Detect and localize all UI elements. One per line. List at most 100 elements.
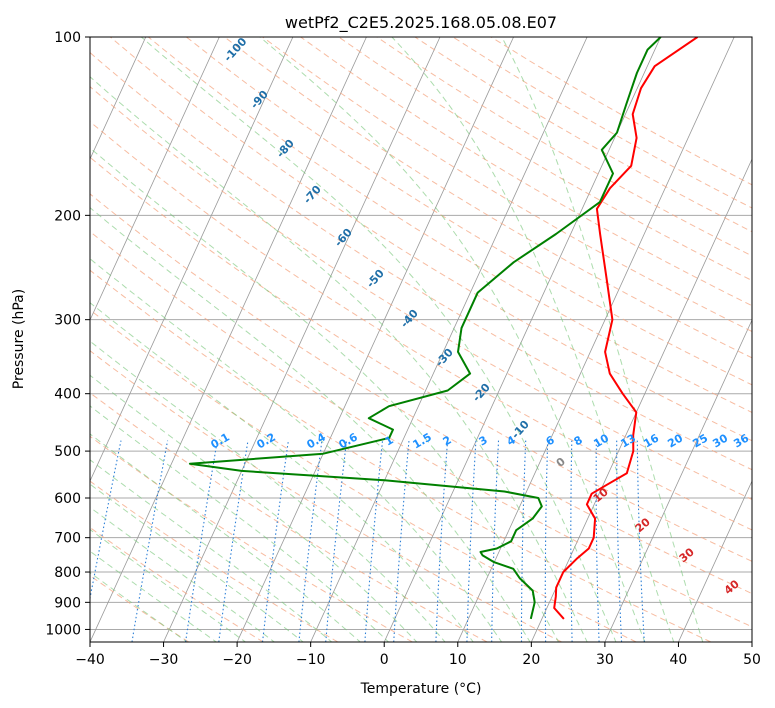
moist-adiabat-line — [90, 405, 390, 642]
mixing-ratio-line — [466, 440, 477, 642]
moist-adiabat-label: 30 — [677, 545, 697, 565]
mixing-ratio-line — [325, 440, 348, 642]
mixing-ratio-label: 3 — [477, 433, 490, 448]
moist-adiabat-label: 20 — [633, 515, 653, 535]
isotherm-line — [163, 37, 441, 642]
y-tick-label: 800 — [54, 565, 81, 581]
mixing-ratio-line — [435, 440, 449, 642]
mixing-ratio-line — [364, 440, 384, 642]
dry-adiabat-line — [90, 193, 752, 595]
dry-adiabat-line — [338, 37, 752, 282]
mixing-ratio-line — [90, 440, 122, 602]
x-tick-label: −30 — [149, 652, 179, 668]
moist-adiabat-line — [140, 37, 617, 642]
mixing-ratio-line — [218, 440, 249, 642]
x-tick-label: 50 — [743, 652, 761, 668]
moist-adiabat-line — [90, 528, 247, 642]
moist-adiabat-line — [90, 76, 588, 642]
dry-adiabat-line — [300, 37, 752, 307]
x-tick-label: 20 — [522, 652, 540, 668]
mixing-ratio-label: 36 — [731, 431, 751, 450]
isotherm-line — [383, 37, 662, 642]
isotherm-line — [90, 37, 294, 482]
moist-adiabat-line — [90, 550, 218, 642]
x-tick-label: −40 — [75, 652, 105, 668]
dry-adiabat-label: -20 — [470, 381, 493, 405]
x-tick-label: 40 — [670, 652, 688, 668]
moist-adiabat-line — [90, 506, 276, 642]
moist-adiabat-line — [90, 459, 333, 642]
chart-title: wetPf2_C2E5.2025.168.05.08.E07 — [285, 13, 557, 33]
dry-adiabat-line — [90, 480, 339, 642]
dry-adiabat-line — [109, 37, 752, 442]
x-tick-label: 30 — [596, 652, 614, 668]
mixing-ratio-line — [185, 440, 218, 642]
moist-adiabat-line — [391, 37, 675, 642]
moist-adiabat-line — [90, 433, 361, 642]
y-tick-label: 100 — [54, 30, 81, 46]
moist-adiabat-line — [90, 207, 531, 642]
dry-adiabat-line — [186, 37, 752, 386]
dry-adiabat-line — [90, 269, 712, 642]
moist-adiabat-line — [90, 340, 446, 642]
isotherm-line — [751, 641, 752, 642]
isotherm-line — [236, 37, 514, 642]
moist-adiabat-line — [90, 374, 418, 642]
mixing-ratio-line — [520, 440, 527, 642]
mixing-ratio-line — [595, 440, 600, 642]
y-tick-label: 400 — [54, 387, 81, 403]
isotherm-line — [530, 158, 752, 642]
mixing-ratio-line — [570, 440, 573, 642]
isotherm-line — [90, 37, 147, 161]
mixing-ratio-label: 8 — [572, 433, 585, 448]
isotherm-line — [678, 480, 752, 642]
mixing-ratio-label: 6 — [544, 433, 557, 448]
dry-adiabat-label: -40 — [398, 307, 421, 331]
moist-adiabat-label: 0 — [554, 455, 568, 470]
mixing-ratio-label: 13 — [618, 432, 638, 451]
dry-adiabat-label: -30 — [433, 346, 456, 370]
dry-adiabat-line — [90, 156, 752, 562]
mixing-ratio-line — [491, 440, 500, 642]
x-axis-label: Temperature (°C) — [360, 681, 482, 697]
dry-adiabat-line — [90, 230, 752, 628]
dry-adiabat-line — [490, 37, 752, 186]
moist-adiabat-label: 40 — [722, 577, 742, 597]
moist-adiabat-line — [259, 37, 646, 642]
y-tick-label: 600 — [54, 491, 81, 507]
moist-adiabat-line — [90, 571, 188, 642]
dry-adiabat-label: -90 — [248, 88, 271, 112]
dry-adiabat-label: -60 — [332, 226, 355, 250]
mixing-ratio-label: 30 — [710, 431, 730, 450]
moist-adiabat-line — [90, 483, 304, 642]
dry-adiabat-label: -80 — [274, 137, 297, 161]
dry-adiabat-line — [90, 574, 189, 642]
isotherm-line — [90, 37, 220, 322]
dry-adiabat-label: -50 — [364, 267, 387, 291]
dry-adiabat-line — [262, 37, 752, 333]
x-tick-label: 10 — [449, 652, 467, 668]
dry-adiabat-line — [90, 120, 752, 531]
y-tick-label: 1000 — [45, 622, 81, 638]
mixing-ratio-line — [544, 440, 549, 642]
moist-adiabat-label: 10 — [591, 485, 611, 505]
mixing-ratio-line — [131, 440, 169, 642]
y-tick-label: 500 — [54, 444, 81, 460]
x-tick-label: −10 — [296, 652, 326, 668]
y-tick-label: 300 — [54, 313, 81, 329]
y-tick-label: 700 — [54, 531, 81, 547]
mixing-ratio-label: 1.5 — [411, 430, 434, 451]
moist-adiabat-line — [90, 302, 474, 642]
mixing-ratio-line — [393, 440, 410, 642]
dry-adiabat-line — [90, 309, 637, 642]
dry-adiabat-line — [90, 392, 488, 642]
x-tick-label: 0 — [380, 652, 389, 668]
isotherm-line — [604, 319, 752, 642]
y-tick-label: 900 — [54, 595, 81, 611]
dry-adiabat-line — [90, 350, 562, 642]
moist-adiabat-line — [90, 147, 560, 642]
x-tick-label: −20 — [222, 652, 252, 668]
dry-adiabat-line — [90, 86, 752, 501]
mixing-ratio-label: 2 — [441, 433, 454, 448]
